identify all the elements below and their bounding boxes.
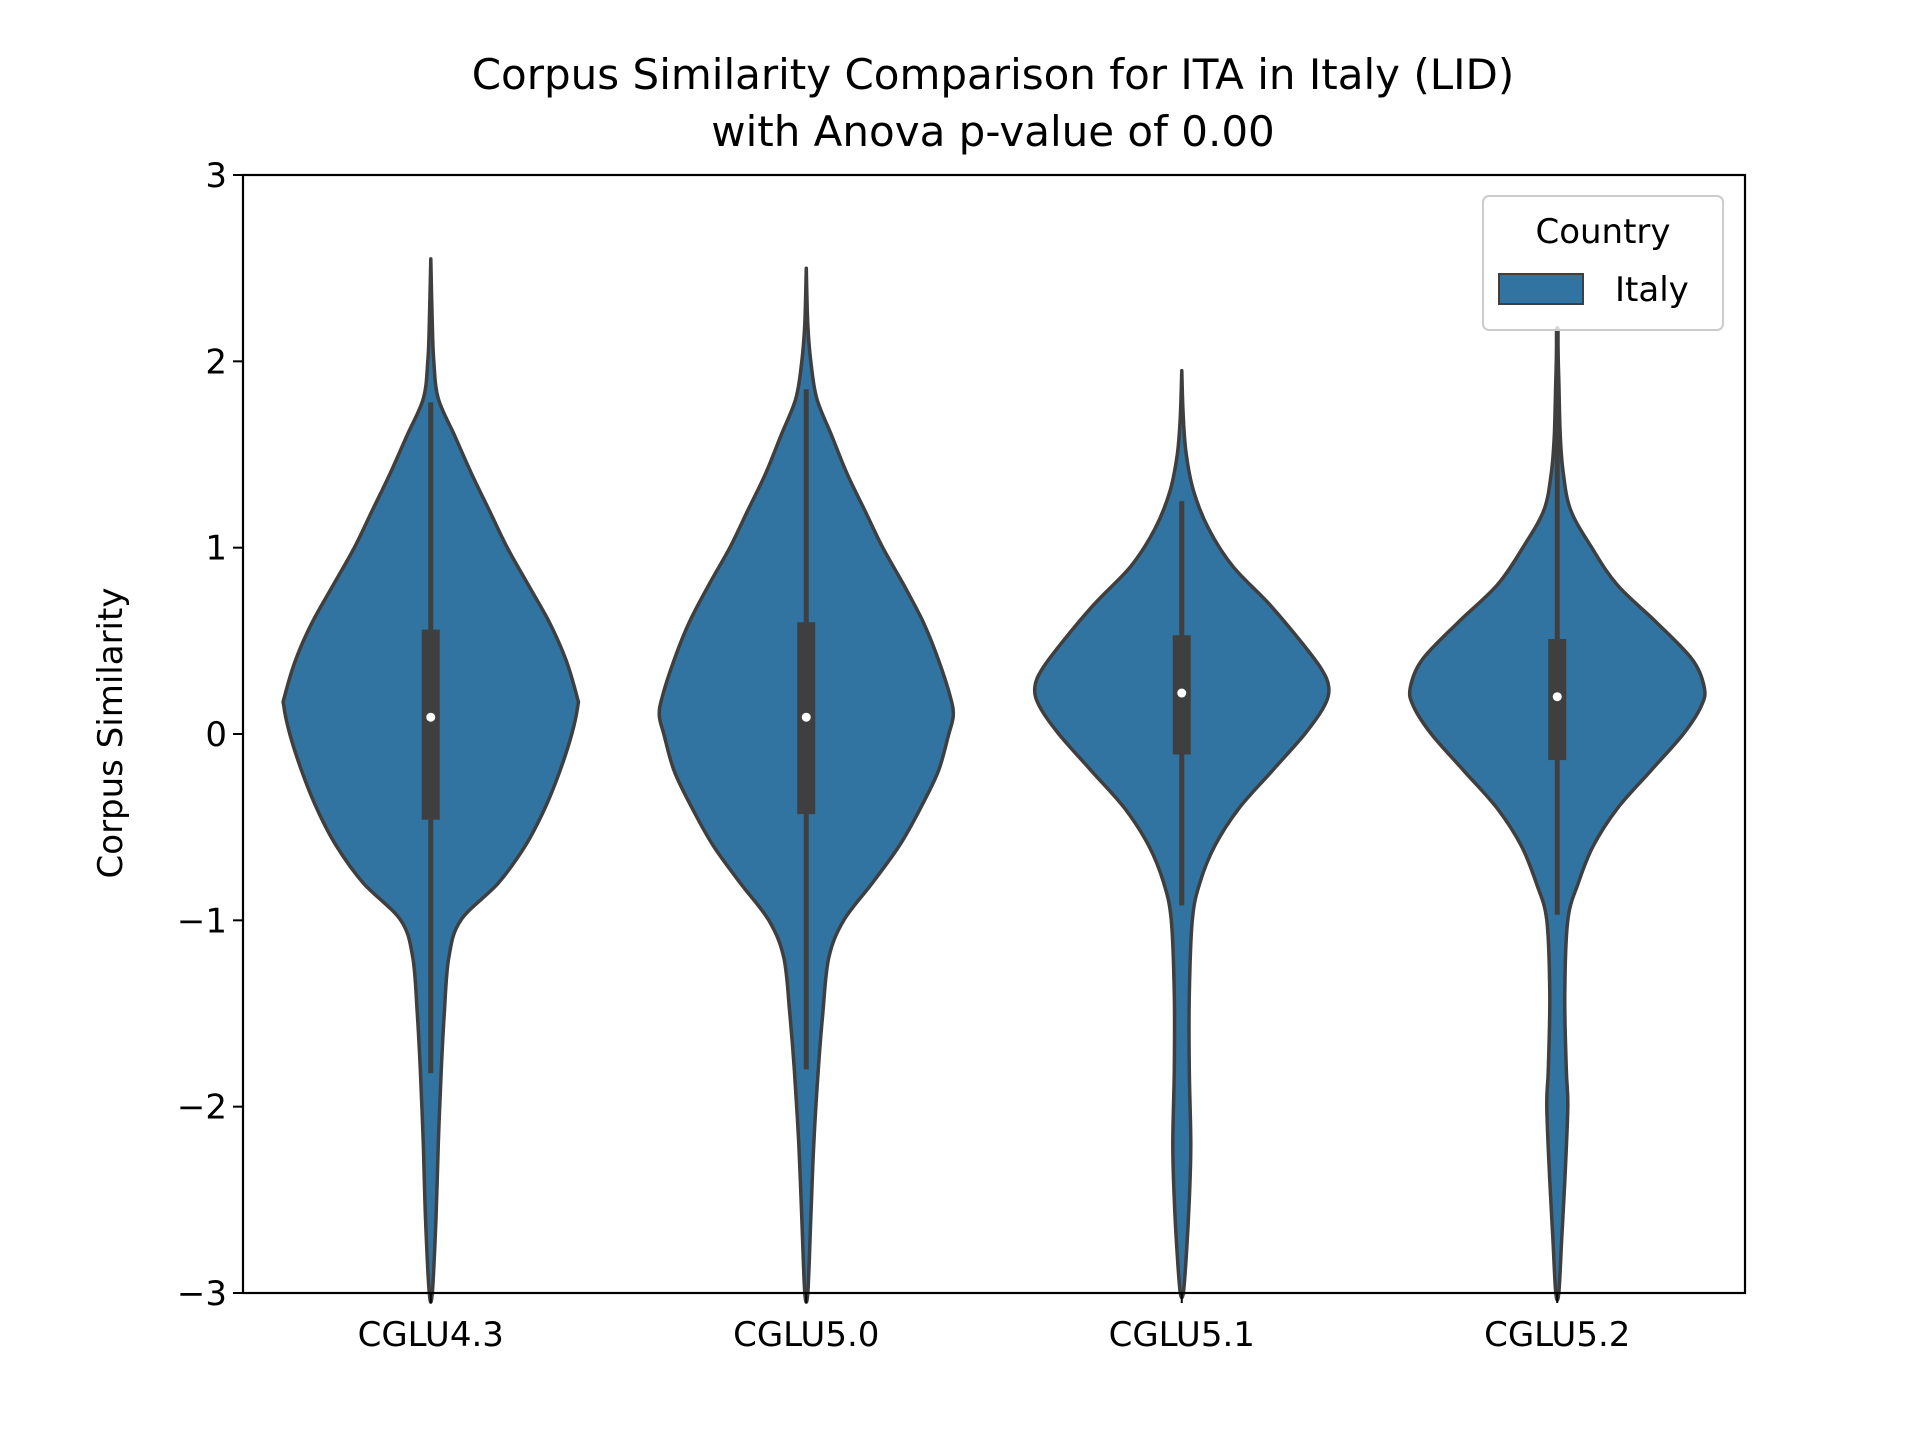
y-axis-ticks: −3 −2 −1 0 1 2 3 [177,156,243,1314]
plot-area-frame [241,173,1747,1295]
x-tick-label: CGLU4.3 [358,1315,504,1355]
legend-entry-italy: Italy [1615,270,1689,310]
chart-title-line-2: with Anova p-value of 0.00 [711,107,1275,156]
x-tick-label: CGLU5.2 [1484,1315,1630,1355]
violin-median-point [801,712,811,722]
y-tick-label: 0 [205,715,227,755]
y-tick-label: 3 [205,156,227,196]
x-tick-label: CGLU5.1 [1109,1315,1255,1355]
chart-title-line-1: Corpus Similarity Comparison for ITA in … [472,50,1515,99]
y-tick-label: −3 [177,1274,227,1314]
y-axis-label: Corpus Similarity [91,588,131,879]
violin-median-point [1177,688,1187,698]
violin-median-point [426,712,436,722]
y-tick-label: 2 [205,342,227,382]
legend: Country Italy [1482,195,1724,331]
x-tick-label: CGLU5.0 [733,1315,879,1355]
violin-group [281,257,1707,1305]
violin-iqr-box [421,629,440,820]
y-tick-label: −1 [177,901,227,941]
y-tick-label: 1 [205,529,227,569]
legend-title: Country [1535,212,1670,252]
x-axis-ticks: CGLU4.3 CGLU5.0 CGLU5.1 CGLU5.2 [358,1293,1630,1355]
y-tick-label: −2 [177,1088,227,1128]
legend-swatch-italy [1498,273,1584,305]
violin-median-point [1552,692,1562,702]
